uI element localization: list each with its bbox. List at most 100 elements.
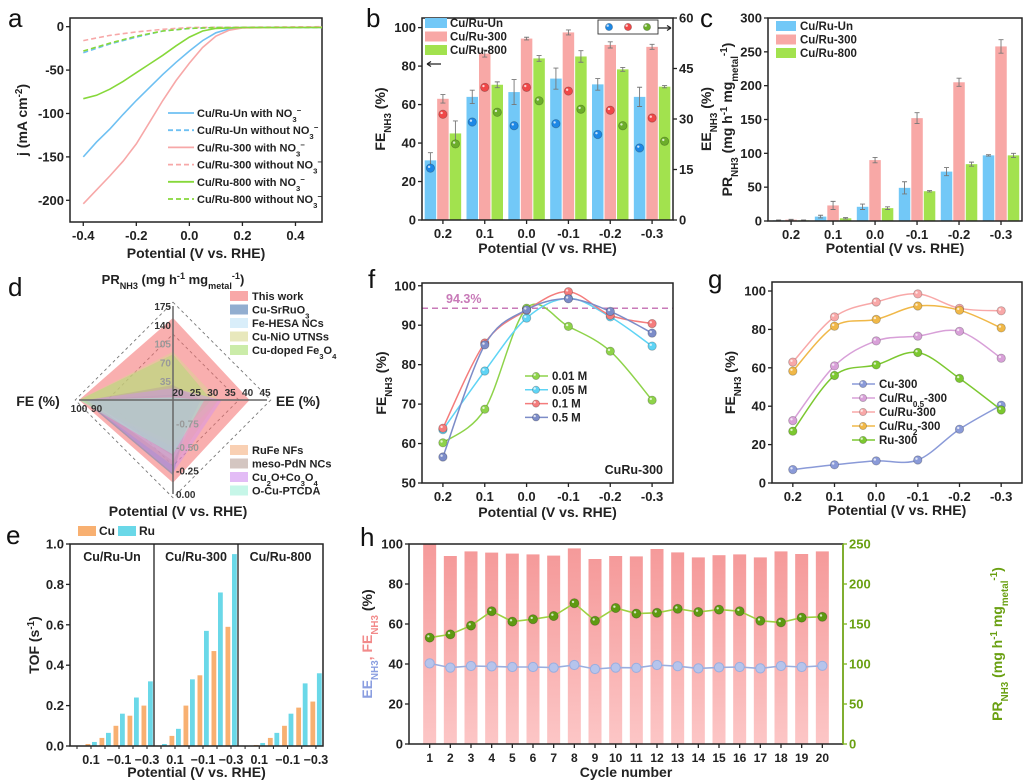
x-tick-label: -0.3: [990, 227, 1012, 242]
data-point-highlight: [832, 462, 835, 465]
x-tick-label: 0.1: [166, 753, 183, 767]
legend-marker: [532, 371, 541, 380]
y-axis-label: TOF (s-1): [26, 616, 43, 673]
ee-legend-dot-highlight: [625, 24, 628, 27]
y-tick-label: 0.8: [46, 577, 64, 592]
legend-label: 0.1 M: [552, 399, 581, 411]
data-point: [996, 353, 1006, 363]
ee-point: [507, 661, 518, 673]
x-tick-label: 14: [692, 751, 706, 765]
ee-legend-dot: [624, 22, 633, 31]
ee-point: [569, 659, 580, 671]
radar-tick-label: 175: [154, 302, 171, 313]
ee-dot-highlight: [494, 109, 498, 113]
legend-label: This work: [252, 291, 304, 303]
data-point-highlight: [565, 289, 569, 292]
panel-label-d: d: [8, 272, 22, 302]
bar-fe: [604, 44, 616, 220]
y-tick-label: 150: [740, 112, 762, 127]
ee-dot-highlight: [553, 121, 556, 124]
pr-point-highlight: [757, 618, 761, 621]
data-point-highlight: [524, 315, 527, 318]
error-bar: [1011, 152, 1017, 158]
ee-point: [775, 660, 787, 672]
radar-tick-label: 105: [154, 340, 171, 351]
bar-tof-ru: [120, 713, 125, 746]
data-point: [913, 331, 923, 341]
legend-marker: [859, 435, 868, 444]
data-point: [954, 373, 965, 383]
bar-pr: [839, 218, 852, 221]
right-y-tick-label: 250: [849, 537, 871, 552]
series-line-4: [83, 26, 322, 100]
radar-tick-label: 0.00: [176, 490, 196, 501]
ee-point: [610, 662, 621, 673]
data-point: [647, 395, 657, 405]
data-point-highlight: [998, 407, 1002, 410]
bar-fe: [753, 557, 767, 744]
ee-dot-highlight: [662, 138, 665, 142]
right-axis-arrow-icon: [658, 24, 672, 32]
series-line-2: [442, 290, 653, 429]
pr-point: [445, 629, 456, 640]
legend-swatch: [230, 445, 248, 455]
bar-fe: [449, 133, 462, 220]
ee-dot: [480, 82, 490, 92]
x-tick-label: 10: [609, 751, 623, 765]
error-bar: [885, 206, 891, 210]
data-point-highlight: [649, 330, 652, 333]
x-axis-label: Potential (V vs. RHE): [127, 245, 265, 261]
x-tick-label: -0.3: [641, 489, 663, 504]
bar-pr: [995, 46, 1007, 221]
legend-label: Cu2O+Co3O4: [252, 472, 318, 488]
error-bar: [986, 154, 992, 157]
data-point-highlight: [915, 457, 918, 460]
y-tick-label: 100: [394, 20, 416, 35]
y-axis-label: EENH3, FENH3 (%): [359, 589, 381, 698]
data-point: [954, 424, 965, 434]
y-tick-label: 50: [748, 180, 762, 195]
x-tick-label: 17: [754, 751, 768, 765]
legend-swatch: [776, 34, 796, 45]
x-tick-label: 0.0: [518, 489, 536, 504]
radar-tick-label: 20: [172, 388, 184, 399]
pr-point: [528, 614, 539, 625]
data-point: [871, 314, 881, 324]
data-point: [563, 321, 574, 331]
axes-frame: [69, 543, 324, 747]
data-point-highlight: [873, 338, 877, 341]
annotation-label: CuRu-300: [605, 463, 663, 477]
legend-label: Cu/Ru-300 without NO3−: [197, 157, 322, 175]
ee-dot: [551, 119, 561, 129]
y-tick-label: 0.6: [46, 617, 64, 632]
pr-point-highlight: [799, 615, 802, 618]
bar-pr: [856, 206, 869, 221]
error-bar: [843, 217, 849, 220]
legend-swatch: [230, 485, 248, 496]
right-y-tick-label: 150: [849, 617, 871, 632]
data-point: [829, 321, 840, 331]
bar-fe: [547, 555, 561, 744]
legend-label: Cu/Ru-Un without NO3−: [197, 123, 319, 141]
legend-marker: [532, 399, 541, 408]
radar-tick-label: 35: [160, 377, 172, 388]
y-tick-label: 60: [389, 617, 403, 632]
y-tick-label: 0: [759, 476, 766, 491]
legend-marker-highlight: [860, 423, 863, 426]
data-point: [871, 360, 881, 370]
error-bar: [872, 156, 878, 164]
pr-point-highlight: [695, 609, 699, 612]
ee-dot-highlight: [578, 106, 581, 110]
pr-point: [424, 632, 435, 643]
error-bar: [637, 86, 643, 107]
radar-series-1: [83, 394, 194, 476]
legend-label: Cu/Ru-Un: [800, 21, 853, 33]
pr-point-highlight: [551, 613, 554, 616]
x-tick-label: 2: [447, 751, 454, 765]
x-tick-label: 11: [630, 751, 643, 765]
radar-series-7: [85, 388, 222, 474]
error-bar: [524, 36, 530, 41]
pr-point: [796, 612, 807, 623]
data-point: [913, 455, 923, 465]
